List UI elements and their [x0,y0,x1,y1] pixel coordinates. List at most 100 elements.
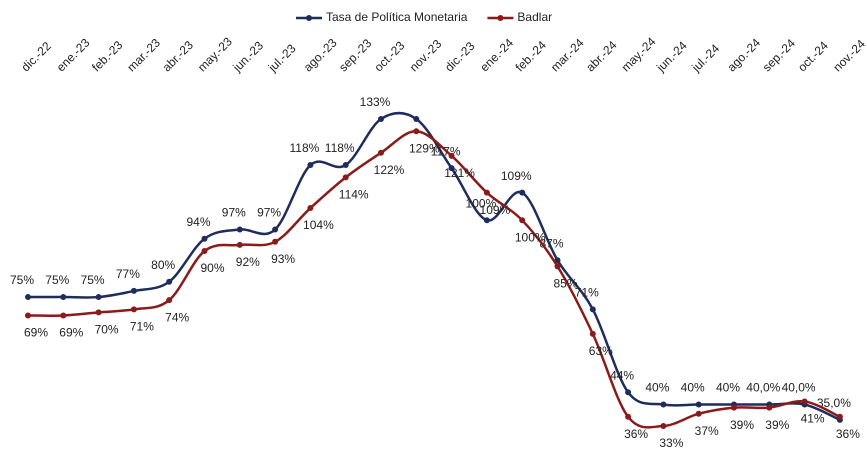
legend-marker [497,15,504,21]
data-point [95,294,102,301]
x-tick-label: sep.-24 [760,36,798,74]
data-label: 97% [257,206,281,220]
data-point [166,278,173,285]
legend-item: Badlar [487,10,552,24]
data-label: 97% [222,206,246,220]
data-point [519,217,526,224]
data-point [201,248,208,255]
data-point [307,162,314,169]
x-tick-label: ene.-23 [54,35,93,74]
x-tick-label: nov.-24 [830,37,867,75]
data-label: 35,0% [817,396,851,410]
data-label: 74% [165,310,189,324]
x-tick-label: abr.-24 [583,38,620,75]
data-point [60,312,67,319]
x-tick-label: sep.-23 [336,36,374,74]
legend-label: Tasa de Política Monetaria [326,10,468,24]
data-label: 122% [374,163,405,177]
data-point [731,404,737,411]
data-label: 94% [186,215,210,229]
data-point [695,401,702,408]
x-tick-label: abr.-23 [160,38,197,75]
data-point [130,306,137,313]
data-label: 71% [575,286,599,300]
data-label: 33% [659,436,683,450]
data-label: 39% [730,418,754,432]
data-point [95,309,102,316]
series-line [27,111,841,422]
data-label: 92% [236,255,260,269]
data-point [660,401,667,408]
data-label: 118% [289,141,319,155]
data-label: 40% [716,381,740,395]
data-label: 69% [24,326,48,340]
data-label: 77% [116,267,140,281]
x-tick-label: dic.-23 [442,39,478,75]
data-point [448,165,455,172]
data-label: 63% [589,344,613,358]
data-point [236,241,243,248]
data-label: 114% [339,188,369,202]
data-point [625,413,632,420]
data-label: 90% [200,261,224,275]
data-label: 75% [10,273,34,287]
data-label: 100% [515,230,546,244]
data-point [766,404,773,411]
legend-marker [306,15,312,21]
data-label: 121% [444,166,475,180]
data-label: 40,0% [782,381,816,395]
data-point [801,398,808,405]
data-point [554,263,561,270]
data-point [272,238,279,245]
x-tick-label: dic.-22 [18,39,54,75]
data-point [625,389,632,396]
data-point [695,410,702,417]
data-label: 41% [801,412,825,426]
data-point [201,235,208,242]
data-label: 40% [681,381,705,395]
x-tick-label: ago.-23 [301,35,340,74]
data-point [166,297,173,304]
data-point [660,423,667,429]
data-label: 104% [303,218,334,232]
x-tick-label: may.-24 [619,34,659,74]
data-label: 37% [695,424,719,438]
data-point [836,413,843,420]
data-point [342,174,349,181]
data-point [307,205,314,212]
data-point [589,306,596,313]
data-label: 85% [553,277,577,291]
x-tick-label: jun.-23 [230,38,267,75]
data-label: 39% [765,418,789,432]
x-tick-label: oct.-24 [795,38,831,74]
data-label: 36% [836,427,860,441]
data-point [378,149,384,156]
data-label: 69% [59,326,83,340]
data-label: 40,0% [746,381,780,395]
x-tick-label: ene.-24 [477,35,516,74]
data-point [25,312,31,319]
data-label: 109% [480,203,511,217]
data-point [589,330,596,337]
x-tick-label: mar.-23 [124,35,163,74]
data-label: 109% [501,169,532,183]
data-label: 75% [81,273,105,287]
data-point [519,189,526,196]
x-tick-label: may.-23 [195,34,235,74]
data-point [272,226,279,233]
data-point [483,189,490,196]
data-label: 129% [409,141,440,155]
data-point [483,217,490,224]
data-label: 36% [624,427,648,441]
data-point [130,287,137,294]
data-label: 70% [95,323,119,337]
data-point [342,162,349,169]
legend-item: Tasa de Política Monetaria [296,10,468,24]
x-tick-label: mar.-24 [548,35,587,74]
x-tick-label: feb.-23 [89,38,126,75]
data-label: 133% [360,95,391,109]
data-point [413,128,420,135]
data-label: 44% [610,368,634,382]
data-label: 40% [645,381,669,395]
data-point [413,116,420,122]
